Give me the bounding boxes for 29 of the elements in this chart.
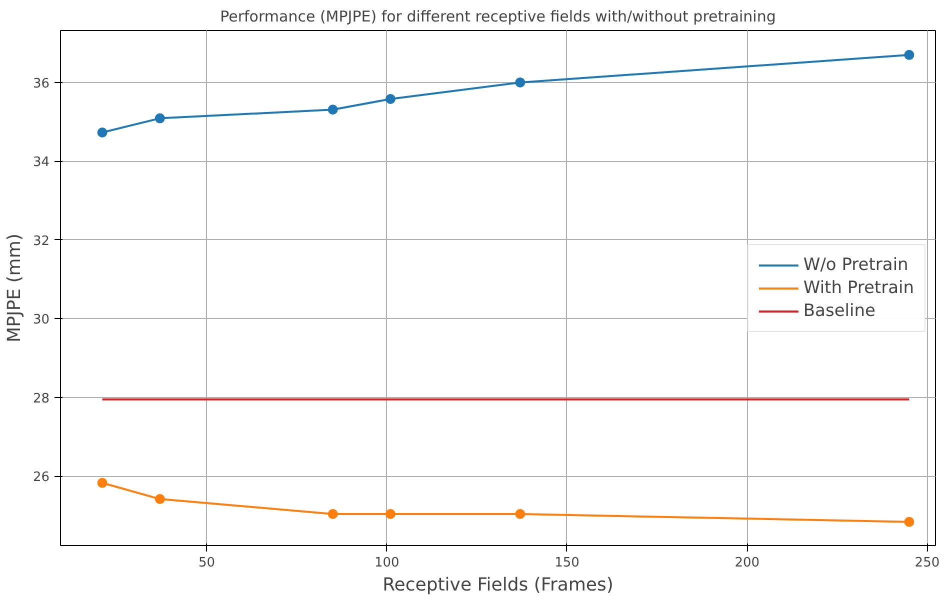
chart-title: Performance (MPJPE) for different receptive fields with/without pretraining	[220, 8, 776, 26]
y-tick-label: 36	[32, 76, 50, 92]
legend-label: Baseline	[803, 300, 876, 320]
legend-label: W/o Pretrain	[803, 254, 908, 274]
point	[515, 509, 526, 519]
point	[154, 113, 165, 124]
point	[385, 94, 396, 104]
x-tick-label: 50	[198, 556, 216, 570]
x-tick-label: 250	[914, 556, 940, 570]
y-tick-label: 32	[32, 234, 50, 249]
point	[97, 127, 108, 138]
y-tick-label: 30	[32, 312, 50, 328]
x-tick-label: 200	[734, 556, 760, 570]
point	[154, 494, 165, 504]
legend-label: With Pretrain	[803, 278, 914, 298]
y-tick-label: 34	[32, 155, 50, 170]
x-tick-label: 150	[554, 556, 580, 570]
point	[328, 509, 338, 519]
y-axis-title: MPJPE (mm)	[4, 234, 25, 342]
point	[328, 104, 338, 115]
y-tick-label: 26	[32, 470, 50, 486]
x-axis-title: Receptive Fields (Frames)	[382, 574, 614, 596]
point	[385, 509, 396, 519]
point	[97, 478, 108, 488]
point	[515, 77, 526, 88]
y-tick-label: 28	[32, 391, 50, 406]
point	[904, 516, 914, 527]
point	[904, 50, 914, 60]
x-tick-label: 100	[374, 556, 400, 570]
